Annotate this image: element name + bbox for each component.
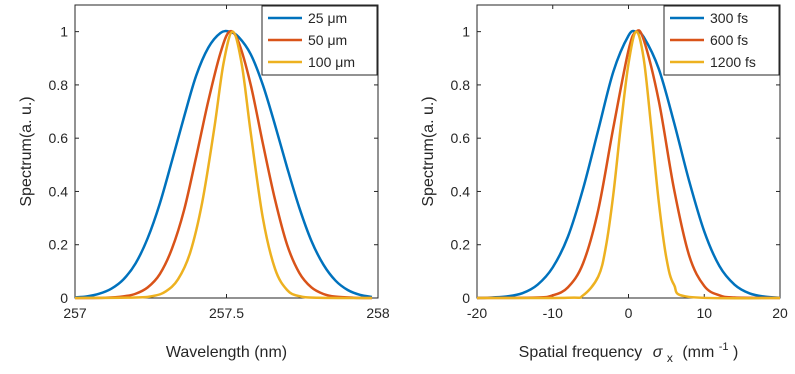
y-tick-label: 0.6 — [49, 130, 69, 146]
legend-label: 25 μm — [308, 10, 347, 26]
right-legend: 300 fs 600 fs 1200 fs — [663, 5, 780, 76]
y-tick-label: 0.2 — [451, 237, 471, 253]
series-line-0 — [476, 29, 781, 300]
legend-label: 1200 fs — [710, 54, 756, 70]
left-series-lines — [74, 29, 373, 300]
x-tick-label: 20 — [772, 305, 788, 321]
series-line-2 — [74, 30, 372, 300]
left-y-axis-label: Spectrum(a. u.) — [18, 96, 35, 206]
left-legend: 25 μm 50 μm 100 μm — [261, 5, 378, 76]
legend-label: 100 μm — [308, 54, 355, 70]
left-chart: 257 257.5 258 0 0.2 0.4 0.6 0.8 1 Spectrum(a. u.… — [18, 4, 390, 361]
x-tick-label: 10 — [696, 305, 712, 321]
right-series-lines — [476, 29, 781, 300]
series-line-1 — [74, 29, 372, 300]
y-tick-label: 0.4 — [451, 183, 471, 199]
series-line-0 — [74, 29, 373, 299]
y-tick-label: 1 — [462, 24, 470, 40]
x-tick-label: 258 — [366, 305, 390, 321]
y-tick-label: 0 — [462, 290, 470, 306]
right-x-label-units-close: ) — [733, 344, 738, 361]
left-ticks: 257 257.5 258 0 0.2 0.4 0.6 0.8 1 — [49, 5, 390, 321]
legend-label: 50 μm — [308, 32, 347, 48]
legend-label: 300 fs — [710, 10, 748, 26]
x-tick-label: 0 — [625, 305, 633, 321]
right-x-label-units-exp: -1 — [719, 341, 729, 353]
y-tick-label: 0.8 — [49, 77, 69, 93]
y-tick-label: 0.4 — [49, 183, 69, 199]
right-y-axis-label: Spectrum(a. u.) — [420, 96, 437, 206]
right-ticks: -20 -10 0 10 20 0 0.2 0.4 0.6 0.8 1 — [451, 5, 788, 321]
x-tick-label: 257.5 — [209, 305, 244, 321]
right-x-axis-label: Spatial frequency σ x (mm -1 ) — [519, 337, 739, 366]
right-x-label-units: (mm — [682, 344, 714, 361]
x-tick-label: 257 — [63, 305, 87, 321]
right-x-label-symbol: σ — [653, 344, 664, 361]
left-x-axis-label: Wavelength (nm) — [166, 344, 287, 361]
right-x-label-text: Spatial frequency — [519, 344, 643, 361]
y-tick-label: 1 — [60, 24, 68, 40]
series-line-2 — [476, 30, 781, 300]
right-chart: -20 -10 0 10 20 0 0.2 0.4 0.6 0.8 1 Spectrum(a. u.… — [420, 4, 788, 366]
y-tick-label: 0.8 — [451, 77, 471, 93]
y-tick-label: 0.6 — [451, 130, 471, 146]
y-tick-label: 0 — [60, 290, 68, 306]
y-tick-label: 0.2 — [49, 237, 69, 253]
x-tick-label: -10 — [543, 305, 563, 321]
legend-label: 600 fs — [710, 32, 748, 48]
x-tick-label: -20 — [467, 305, 487, 321]
right-x-label-subscript: x — [667, 351, 673, 365]
